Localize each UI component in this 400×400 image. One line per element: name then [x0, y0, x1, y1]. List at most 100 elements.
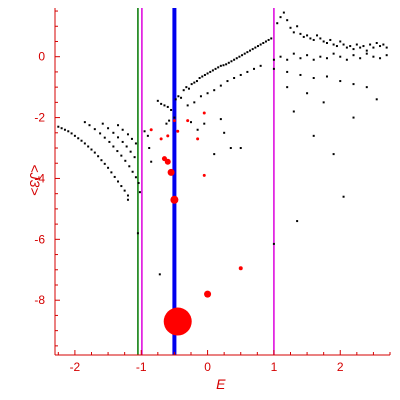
- marker-point: [164, 158, 171, 165]
- data-point: [312, 38, 315, 41]
- data-point: [319, 55, 322, 58]
- data-point: [223, 131, 226, 134]
- data-point: [286, 19, 289, 22]
- data-point: [196, 128, 199, 131]
- data-point: [116, 150, 119, 153]
- x-tick-label: 1: [271, 360, 278, 374]
- data-point: [296, 220, 299, 223]
- data-point: [365, 52, 368, 55]
- axes: 0 -2 -4 -6 -8 -2 -1 0 1 2: [34, 8, 391, 374]
- data-point: [120, 185, 123, 188]
- data-point: [90, 148, 93, 151]
- data-point: [292, 52, 295, 55]
- data-point: [117, 124, 120, 127]
- data-point: [138, 191, 141, 194]
- data-point: [359, 46, 362, 49]
- data-point: [229, 147, 232, 150]
- data-point: [126, 194, 129, 197]
- data-point: [131, 170, 134, 173]
- data-point: [209, 70, 212, 73]
- data-point: [201, 75, 204, 78]
- data-point: [113, 175, 116, 178]
- data-point: [306, 92, 309, 95]
- data-point: [195, 80, 198, 83]
- data-point: [254, 46, 257, 49]
- marker-point: [166, 134, 170, 138]
- data-point: [230, 60, 233, 63]
- data-point: [299, 73, 302, 76]
- data-point: [319, 37, 322, 40]
- x-tick-label: 2: [337, 360, 344, 374]
- data-point: [276, 22, 279, 25]
- data-point: [335, 45, 338, 48]
- data-point: [103, 162, 106, 165]
- data-point: [238, 55, 241, 58]
- data-point: [316, 34, 319, 37]
- data-point: [143, 130, 146, 133]
- data-point: [121, 128, 124, 131]
- data-point: [213, 89, 216, 92]
- data-point: [177, 95, 180, 98]
- data-point: [120, 154, 123, 157]
- data-point: [239, 147, 242, 150]
- data-point: [322, 40, 325, 43]
- data-point: [214, 67, 217, 70]
- y-axis-label: <J3>: [27, 164, 43, 195]
- data-point: [60, 127, 63, 130]
- data-point: [189, 121, 192, 124]
- data-point: [174, 98, 177, 101]
- data-point: [83, 121, 86, 124]
- data-point: [282, 11, 285, 14]
- data-point: [339, 40, 342, 43]
- data-point: [170, 108, 173, 111]
- data-point: [286, 86, 289, 89]
- data-point: [165, 122, 168, 125]
- marker-point: [202, 111, 206, 115]
- data-point: [150, 160, 153, 163]
- data-point: [296, 25, 299, 28]
- data-point: [256, 45, 259, 48]
- data-point: [219, 84, 222, 87]
- data-point: [292, 31, 295, 34]
- data-point: [117, 136, 120, 139]
- data-point: [136, 232, 139, 235]
- marker-point: [186, 119, 190, 123]
- data-point: [369, 43, 372, 46]
- data-point: [227, 61, 230, 64]
- data-point: [325, 42, 328, 45]
- data-point: [80, 139, 83, 142]
- data-point: [270, 37, 273, 40]
- data-point: [302, 35, 305, 38]
- data-point: [249, 49, 252, 52]
- dot-series: [57, 11, 388, 276]
- data-point: [57, 125, 60, 128]
- marker-point: [172, 119, 176, 123]
- x-tick-label: -1: [136, 360, 147, 374]
- y-tick-label: -6: [34, 232, 45, 246]
- marker-point: [163, 307, 192, 336]
- data-point: [279, 55, 282, 58]
- data-point: [225, 63, 228, 66]
- data-point: [130, 137, 133, 140]
- data-point: [110, 171, 113, 174]
- marker-point: [238, 266, 243, 271]
- data-point: [251, 48, 254, 51]
- data-point: [312, 58, 315, 61]
- data-point: [312, 134, 315, 137]
- data-point: [206, 72, 209, 75]
- data-point: [226, 80, 229, 83]
- data-point: [222, 64, 225, 67]
- data-point: [88, 124, 91, 127]
- x-ticks: -2 -1 0 1 2: [57, 350, 391, 374]
- data-point: [107, 166, 110, 169]
- marker-point: [149, 128, 153, 132]
- data-point: [137, 182, 140, 185]
- data-point: [372, 46, 375, 49]
- data-point: [385, 54, 388, 57]
- data-point: [124, 159, 127, 162]
- data-point: [289, 26, 292, 29]
- data-point: [93, 128, 96, 131]
- data-point: [375, 98, 378, 101]
- data-point: [156, 99, 159, 102]
- data-point: [112, 131, 115, 134]
